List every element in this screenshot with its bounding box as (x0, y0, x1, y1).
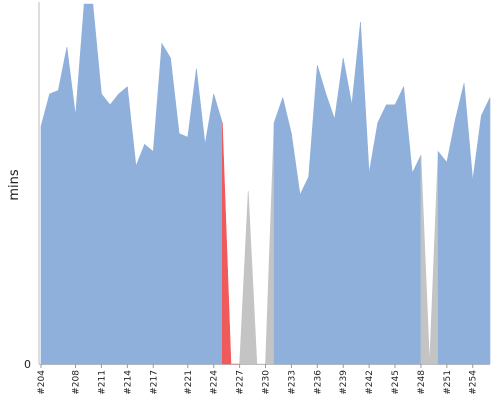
area-segment-#229 (247, 191, 258, 365)
area-segment-#235 (299, 176, 309, 365)
area-segment-#212 (101, 93, 111, 365)
area-segment-#244 (377, 104, 387, 365)
area-segment-#242 (360, 21, 370, 365)
area-segment-#238 (325, 93, 335, 365)
area-segment-#207 (57, 47, 68, 365)
x-tick-label: #251 (443, 370, 453, 395)
x-tick-label: #214 (123, 370, 133, 395)
x-tick-label: #221 (184, 370, 194, 395)
area-segment-#226 (222, 122, 232, 365)
area-segment-#213 (109, 93, 120, 365)
x-axis-ticks: #204 #208 #211 #214 #217 #221 #224 #227 #230 #233… (37, 364, 479, 395)
x-tick-label: #242 (365, 370, 375, 395)
area-segment-#219 (161, 42, 171, 365)
x-tick-label: #227 (236, 370, 246, 395)
area-segment-#254 (463, 83, 474, 365)
area-segment-#217 (144, 143, 154, 365)
area-segment-#211 (92, 3, 102, 365)
area-segment-#243 (368, 122, 379, 365)
area-segment-#239 (334, 57, 344, 365)
area-segment-#253 (455, 83, 465, 365)
area-segment-#221 (178, 133, 189, 365)
area-segment-#255 (472, 115, 482, 365)
area-segment-#251 (437, 150, 448, 365)
area-series (40, 3, 491, 365)
area-segment-#246 (394, 86, 404, 365)
area-segment-#250 (429, 151, 439, 365)
area-segment-#208 (66, 47, 76, 365)
area-segment-#249 (420, 155, 430, 365)
x-tick-label: #245 (391, 370, 401, 395)
area-segment-#232 (273, 97, 284, 365)
area-segment-#223 (196, 68, 206, 365)
x-tick-label: #211 (97, 370, 107, 395)
area-segment-#234 (291, 133, 301, 365)
area-segment-#210 (83, 3, 94, 365)
area-segment-#228 (239, 191, 249, 365)
area-segment-#220 (170, 57, 180, 365)
x-tick-label: #208 (72, 370, 82, 395)
area-segment-#252 (446, 119, 456, 365)
area-segment-#206 (49, 89, 59, 365)
x-tick-label: #204 (37, 370, 47, 395)
y-axis-label: mins (7, 169, 22, 201)
area-segment-#214 (118, 86, 128, 365)
area-segment-#225 (213, 93, 223, 365)
area-segment-#240 (342, 57, 353, 365)
area-segment-#218 (152, 43, 163, 365)
area-segment-#245 (386, 104, 396, 365)
area-segment-#237 (317, 65, 327, 365)
x-tick-label: #224 (210, 370, 220, 395)
area-segment-#224 (204, 93, 214, 365)
area-segment-#241 (351, 21, 361, 365)
area-segment-#216 (135, 144, 145, 365)
y-tick-label-0: 0 (24, 358, 31, 371)
x-tick-label: #230 (262, 370, 272, 395)
area-segment-#209 (75, 3, 85, 365)
area-segment-#236 (308, 65, 318, 365)
x-tick-label: #233 (287, 370, 297, 395)
x-tick-label: #217 (149, 370, 159, 395)
area-segment-#248 (411, 155, 422, 365)
area-segment-#256 (481, 97, 491, 365)
area-segment-#205 (40, 93, 50, 365)
area-segment-#215 (127, 86, 137, 365)
x-tick-label: #239 (339, 370, 349, 395)
x-tick-label: #254 (469, 370, 479, 395)
area-segment-#247 (403, 86, 413, 365)
area-segment-#231 (265, 122, 275, 365)
x-tick-label: #236 (313, 370, 323, 395)
x-tick-label: #248 (417, 370, 427, 395)
area-segment-#233 (282, 97, 292, 365)
area-segment-#222 (187, 68, 197, 365)
